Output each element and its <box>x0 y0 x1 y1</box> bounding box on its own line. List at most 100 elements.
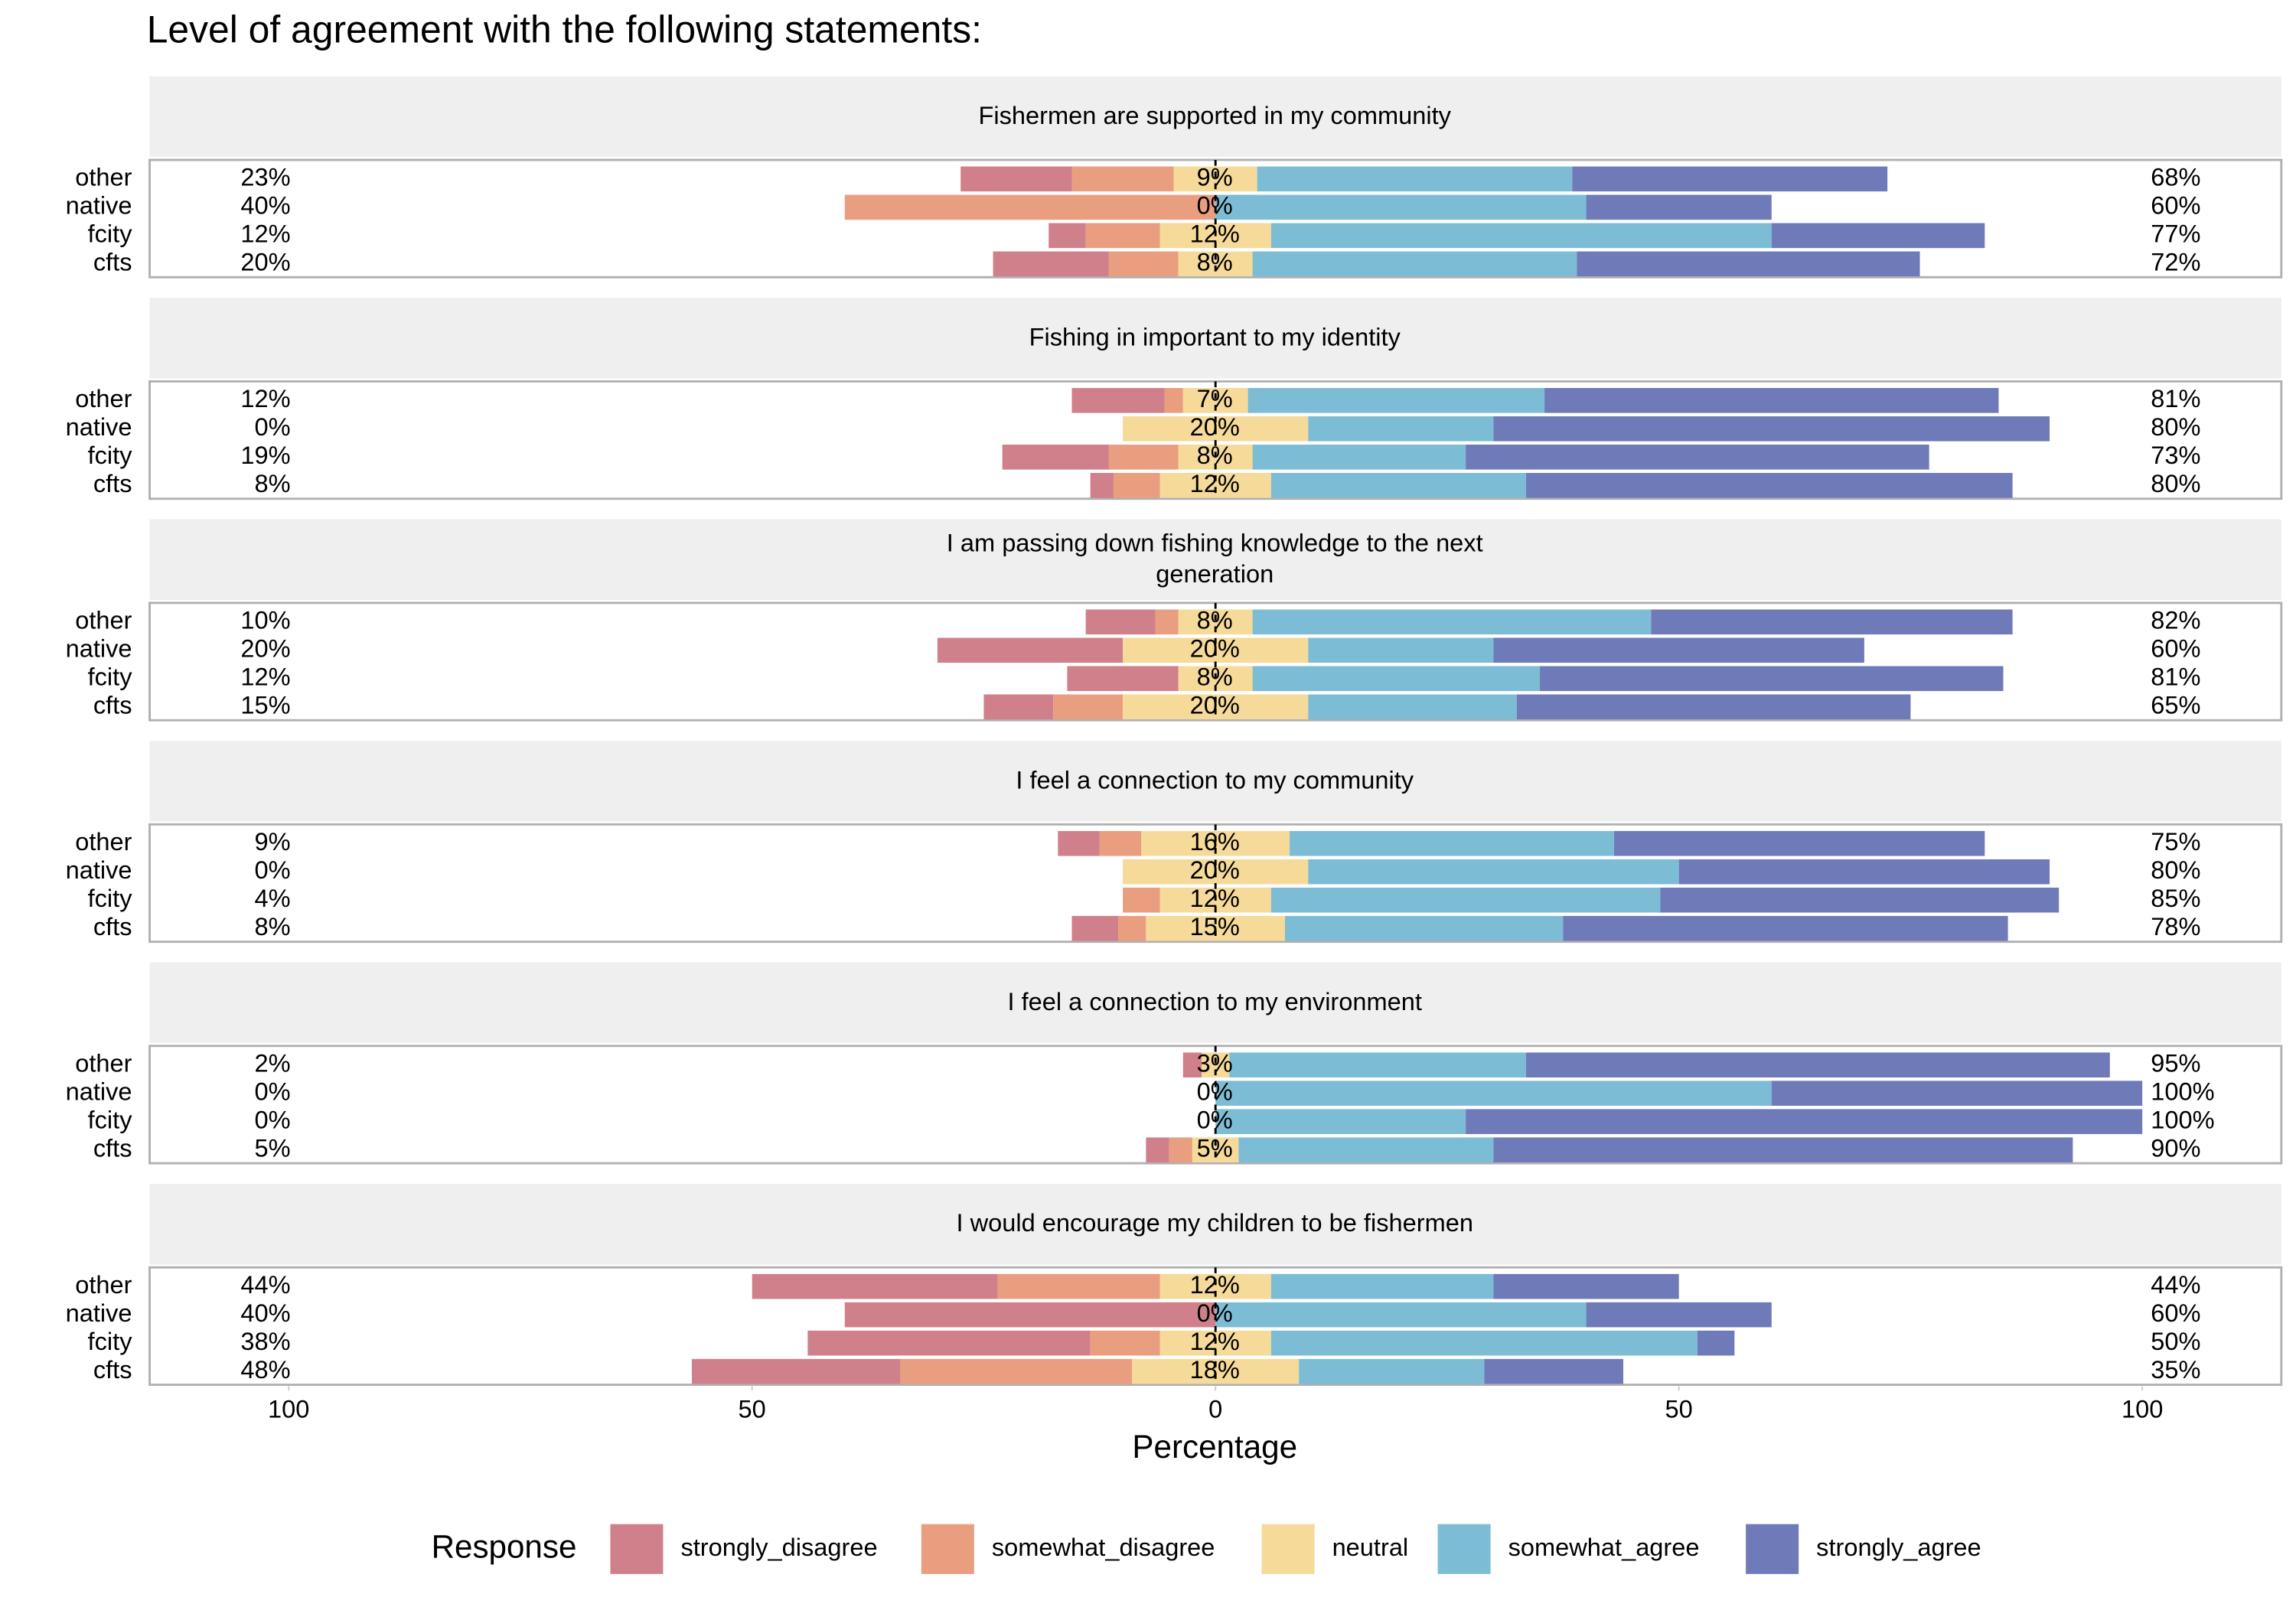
panel-title: I feel a connection to my community <box>1016 766 1414 794</box>
bar-segment <box>1484 1358 1624 1384</box>
bar-segment <box>1215 194 1587 220</box>
bar-segment <box>1493 416 2050 442</box>
bar-segment <box>900 1358 1133 1384</box>
bar-segment <box>844 194 1216 220</box>
low-label: 8% <box>254 470 290 497</box>
legend-label: strongly_disagree <box>680 1534 877 1561</box>
panel-title: I am passing down fishing knowledge to t… <box>947 530 1483 557</box>
bar-segment <box>1308 637 1494 663</box>
bar-segment <box>844 1302 1216 1328</box>
low-label: 9% <box>254 828 290 856</box>
low-label: 40% <box>240 1299 290 1327</box>
panel-title: Fishing in important to my identity <box>1029 323 1401 350</box>
bar-segment <box>1146 1137 1169 1162</box>
legend-label: neutral <box>1332 1534 1409 1561</box>
bar-segment <box>1270 1273 1494 1299</box>
legend-swatch <box>610 1524 664 1574</box>
legend-label: somewhat_disagree <box>992 1534 1215 1561</box>
bar-segment <box>1090 473 1114 498</box>
low-label: 10% <box>240 606 290 634</box>
bar-segment <box>1049 223 1086 249</box>
bar-segment <box>1308 694 1517 720</box>
neutral-label: 18% <box>1190 1356 1240 1384</box>
bar-segment <box>1290 830 1614 856</box>
low-label: 0% <box>254 1106 290 1133</box>
bar-segment <box>1215 1109 1466 1134</box>
bar-segment <box>1525 473 2013 498</box>
bar-segment <box>1525 1052 2110 1077</box>
category-label: cfts <box>93 470 132 497</box>
category-label: other <box>75 606 132 634</box>
high-label: 100% <box>2151 1106 2214 1133</box>
bar-segment <box>1123 887 1160 913</box>
low-label: 48% <box>240 1356 290 1384</box>
strip <box>149 298 2281 379</box>
high-label: 85% <box>2151 885 2200 912</box>
neutral-label: 12% <box>1190 470 1240 497</box>
low-label: 12% <box>240 385 290 412</box>
bar-segment <box>1308 416 1494 442</box>
bar-segment <box>1053 694 1124 720</box>
bar-segment <box>1270 887 1661 913</box>
bar-segment <box>960 166 1072 192</box>
chart-title: Level of agreement with the following st… <box>147 8 982 51</box>
high-label: 81% <box>2151 385 2200 412</box>
category-label: cfts <box>93 1356 132 1384</box>
low-label: 0% <box>254 413 290 441</box>
category-label: fcity <box>88 220 133 247</box>
bar-segment <box>1099 830 1142 856</box>
bar-segment <box>1252 666 1541 692</box>
bar-segment <box>1085 609 1156 635</box>
high-label: 80% <box>2151 470 2200 497</box>
bar-segment <box>1215 1302 1587 1328</box>
low-label: 0% <box>254 856 290 884</box>
high-label: 95% <box>2151 1049 2200 1077</box>
category-label: native <box>66 856 132 884</box>
bar-segment <box>1164 388 1183 413</box>
bar-segment <box>1299 1358 1485 1384</box>
bar-segment <box>1182 1052 1202 1077</box>
bar-segment <box>1067 666 1179 692</box>
category-label: native <box>66 191 132 219</box>
bar-segment <box>1270 1330 1698 1356</box>
high-label: 44% <box>2151 1271 2200 1299</box>
low-label: 20% <box>240 634 290 662</box>
category-label: native <box>66 1299 132 1327</box>
bar-segment <box>997 1273 1160 1299</box>
bar-segment <box>1155 609 1179 635</box>
x-tick-label: 0 <box>1208 1396 1222 1423</box>
bar-segment <box>1058 830 1100 856</box>
neutral-label: 15% <box>1190 913 1240 940</box>
x-tick-label: 100 <box>2122 1396 2163 1423</box>
category-label: cfts <box>93 1134 132 1162</box>
legend-swatch <box>1437 1524 1491 1574</box>
bar-segment <box>1113 473 1160 498</box>
bar-segment <box>1493 1137 2073 1162</box>
bar-segment <box>1586 194 1772 220</box>
high-label: 81% <box>2151 663 2200 690</box>
bar-segment <box>1660 887 2060 913</box>
bar-segment <box>1651 609 2013 635</box>
low-label: 20% <box>240 248 290 275</box>
bar-segment <box>1285 915 1564 941</box>
category-label: cfts <box>93 691 132 719</box>
legend-swatch <box>921 1524 974 1574</box>
high-label: 100% <box>2151 1077 2214 1105</box>
panel-title: generation <box>1156 560 1274 588</box>
high-label: 68% <box>2151 163 2200 191</box>
bar-segment <box>1270 473 1526 498</box>
low-label: 4% <box>254 885 290 912</box>
high-label: 60% <box>2151 634 2200 662</box>
bar-segment <box>752 1273 998 1299</box>
low-label: 44% <box>240 1271 290 1299</box>
x-tick-label: 50 <box>739 1396 766 1423</box>
category-label: native <box>66 413 132 441</box>
bar-segment <box>1466 445 1929 470</box>
panel-title: I would encourage my children to be fish… <box>956 1209 1473 1237</box>
bar-segment <box>1771 1081 2143 1106</box>
category-label: cfts <box>93 913 132 940</box>
category-label: fcity <box>88 885 133 912</box>
high-label: 73% <box>2151 442 2200 469</box>
legend-title: Response <box>432 1528 577 1564</box>
